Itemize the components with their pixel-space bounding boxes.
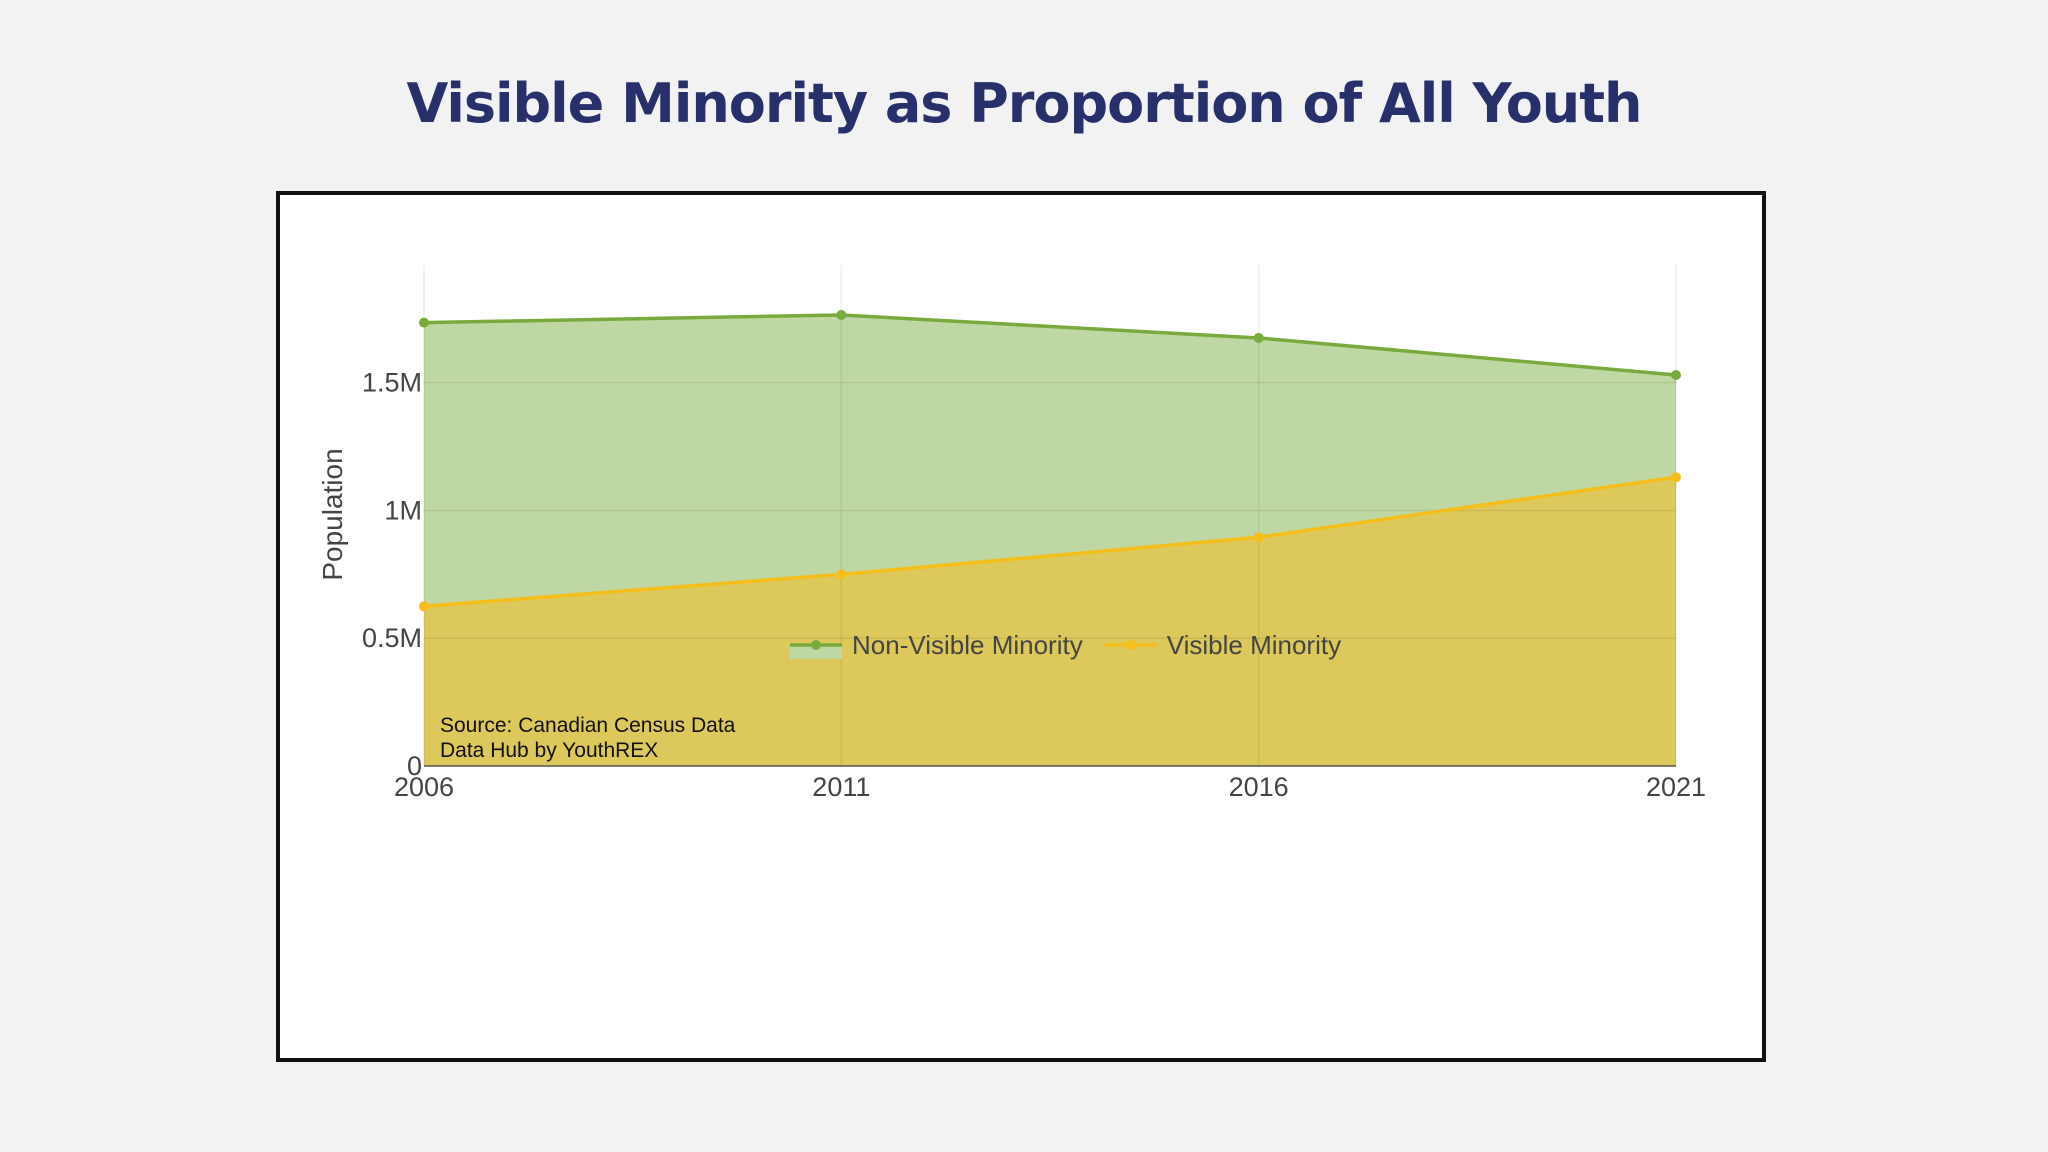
x-tick-label-2011: 2011	[812, 772, 870, 802]
y-tick-label: 0	[407, 751, 422, 781]
x-tick-label-2021: 2021	[1646, 772, 1706, 802]
area-non-visible-minority	[424, 314, 1676, 607]
source-line-2: Data Hub by YouthREX	[440, 739, 658, 762]
point-non-visible-minority-2021	[1671, 370, 1681, 380]
legend-item-non-visible-minority: Non-Visible Minority	[790, 630, 1083, 660]
chart-frame: 2006 2011 2016 2021 0 0.5M 1M 1.5M Population Non…	[276, 191, 1766, 1062]
x-tick-label-2016: 2016	[1229, 772, 1289, 802]
y-tick-label: 1.5M	[362, 368, 422, 398]
y-axis-title: Population	[317, 448, 348, 580]
y-tick-label: 0.5M	[362, 623, 422, 653]
area-visible-minority	[424, 477, 1676, 766]
source-line-1: Source: Canadian Census Data	[440, 714, 736, 737]
area-chart: 2006 2011 2016 2021 0 0.5M 1M 1.5M Population Non…	[317, 265, 1706, 802]
point-visible-minority-2016	[1253, 532, 1264, 543]
line-visible-minority	[423, 475, 1677, 609]
point-visible-minority-2006	[419, 601, 429, 612]
point-non-visible-minority-2011	[836, 309, 847, 320]
y-tick-label: 1M	[384, 495, 422, 525]
legend-marker-visible-minority	[1125, 640, 1136, 650]
legend-swatch-non-visible-minority	[790, 645, 842, 659]
point-visible-minority-2021	[1671, 472, 1681, 483]
legend-item-visible-minority: Visible Minority	[1104, 630, 1341, 660]
point-non-visible-minority-2006	[419, 317, 429, 328]
point-visible-minority-2011	[836, 569, 847, 580]
x-tick-label-2006: 2006	[394, 772, 454, 802]
point-non-visible-minority-2016	[1253, 332, 1264, 343]
legend-label-non-visible-minority: Non-Visible Minority	[852, 630, 1083, 660]
legend-marker-non-visible-minority	[811, 640, 821, 650]
line-non-visible-minority	[423, 313, 1677, 377]
legend-swatch-visible-minority	[1104, 645, 1157, 659]
legend-label-visible-minority: Visible Minority	[1167, 630, 1341, 660]
page-title: Visible Minority as Proportion of All Yo…	[406, 72, 1642, 135]
